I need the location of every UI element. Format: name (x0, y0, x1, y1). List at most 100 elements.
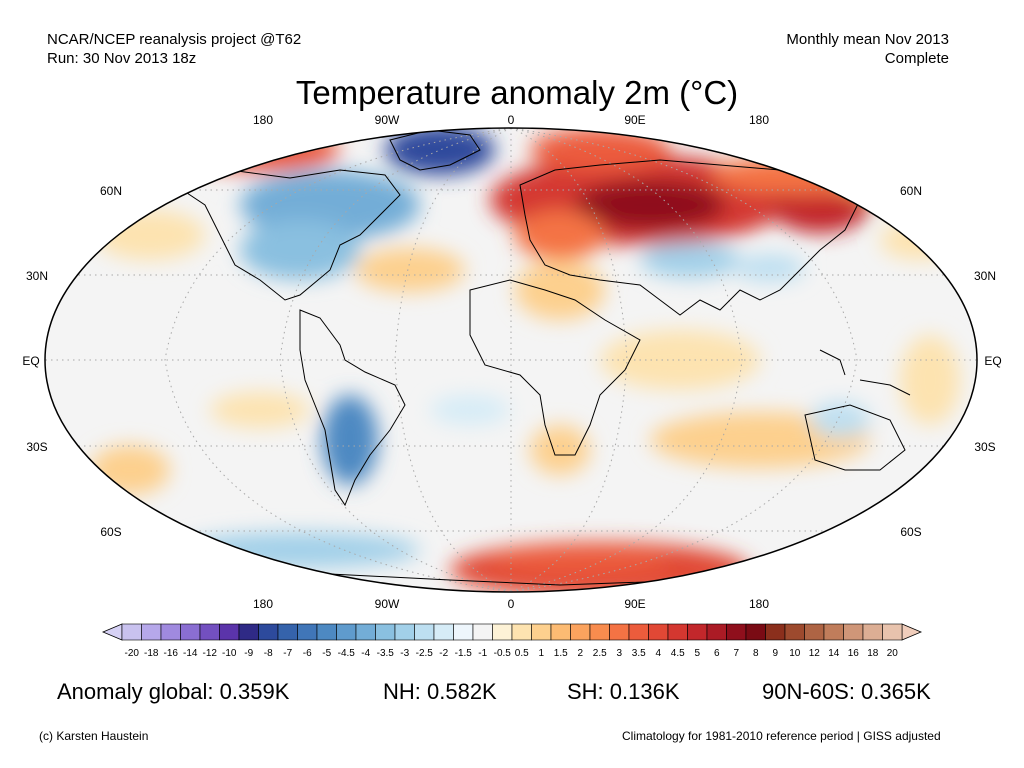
colorbar-swatch (589, 623, 610, 641)
colorbar-ticks: -20 -18 -16 -14 -12 -10 -9 -8 -7 -6 -5 -4.5 -4 -3.5 -3… (125, 648, 899, 659)
colorbar-swatch (862, 623, 883, 641)
lon-top-180e: 180 (749, 113, 769, 127)
period-label: Monthly mean Nov 2013 (786, 31, 949, 48)
colorbar-tick-label: 2 (577, 648, 583, 659)
colorbar-tick-label: 7 (733, 648, 739, 659)
colorbar-swatch (531, 623, 552, 641)
colorbar-tick-label: -8 (264, 648, 273, 659)
colorbar-swatch (609, 623, 630, 641)
colorbar-swatch (570, 623, 591, 641)
colorbar-swatch (550, 623, 571, 641)
colorbar-tick-label: -12 (203, 648, 218, 659)
run-label: Run: 30 Nov 2013 18z (47, 50, 197, 67)
colorbar-right-arrow (901, 623, 923, 641)
stat-global: Anomaly global: 0.359K (57, 679, 290, 704)
colorbar-tick-label: -4.5 (338, 648, 356, 659)
colorbar-tick-label: -18 (144, 648, 159, 659)
colorbar-tick-label: 5 (694, 648, 700, 659)
lat-left-eq: EQ (22, 354, 39, 368)
colorbar-tick-label: -4 (361, 648, 370, 659)
colorbar-swatch (843, 623, 864, 641)
status-label: Complete (884, 50, 949, 67)
header-right: Monthly mean Nov 2013 Complete (786, 30, 949, 68)
colorbar-tick-label: -16 (164, 648, 179, 659)
colorbar-tick-label: -20 (125, 648, 140, 659)
header-left: NCAR/NCEP reanalysis project @T62 Run: 3… (47, 30, 301, 68)
colorbar: -20 -18 -16 -14 -12 -10 -9 -8 -7 -6 -5 -4.5 -4 -3.5 -3… (101, 623, 923, 659)
colorbar-tick-label: -1.5 (455, 648, 473, 659)
lat-left-60s: 60S (100, 525, 121, 539)
colorbar-tick-label: -2 (439, 648, 448, 659)
lon-top-180w: 180 (253, 113, 273, 127)
stat-nh: NH: 0.582K (383, 679, 497, 704)
lon-bottom-0: 0 (508, 597, 515, 611)
colorbar-tick-label: 6 (714, 648, 720, 659)
colorbar-swatch (375, 623, 396, 641)
colorbar-tick-label: 3 (616, 648, 622, 659)
lon-top-90w: 90W (375, 113, 400, 127)
colorbar-swatch (160, 623, 181, 641)
colorbar-tick-label: 4.5 (671, 648, 685, 659)
map-field (45, 128, 977, 592)
globe-outline (44, 127, 978, 593)
colorbar-tick-label: 9 (772, 648, 778, 659)
colorbar-swatch (492, 623, 513, 641)
colorbar-swatch (277, 623, 298, 641)
lat-right-eq: EQ (984, 354, 1001, 368)
colorbar-swatch (784, 623, 805, 641)
lat-left-60n: 60N (100, 184, 122, 198)
colorbar-tick-label: -0.5 (494, 648, 512, 659)
stat-arctic: 90N-60S: 0.365K (762, 679, 931, 704)
lon-bottom-90e: 90E (624, 597, 645, 611)
colorbar-tick-label: 4 (655, 648, 661, 659)
colorbar-swatch (706, 623, 727, 641)
colorbar-swatch (472, 623, 493, 641)
colorbar-tick-label: 1.5 (554, 648, 568, 659)
colorbar-swatch (667, 623, 688, 641)
colorbar-tick-label: -6 (303, 648, 312, 659)
lon-top-90e: 90E (624, 113, 645, 127)
colorbar-tick-label: -10 (222, 648, 237, 659)
colorbar-tick-label: -2.5 (416, 648, 434, 659)
lat-right-60n: 60N (900, 184, 922, 198)
colorbar-tick-label: 8 (753, 648, 759, 659)
colorbar-swatch (316, 623, 337, 641)
model-label: NCAR/NCEP reanalysis project @T62 (47, 31, 302, 48)
colorbar-swatch (219, 623, 240, 641)
colorbar-swatch (121, 623, 142, 641)
colorbar-swatch (433, 623, 454, 641)
colorbar-swatch (882, 623, 903, 641)
colorbar-tick-label: -9 (244, 648, 253, 659)
colorbar-swatch (823, 623, 844, 641)
colorbar-swatch (238, 623, 259, 641)
colorbar-tick-label: 12 (809, 648, 821, 659)
colorbar-left-arrow (101, 623, 123, 641)
colorbar-swatch (745, 623, 766, 641)
lat-left-30s: 30S (26, 440, 47, 454)
colorbar-tick-label: -7 (283, 648, 292, 659)
colorbar-tick-label: 10 (789, 648, 801, 659)
lon-bottom-180e: 180 (749, 597, 769, 611)
colorbar-swatch (511, 623, 532, 641)
colorbar-tick-label: 3.5 (632, 648, 646, 659)
lat-left-30n: 30N (26, 269, 48, 283)
lat-right-60s: 60S (900, 525, 921, 539)
colorbar-swatch (804, 623, 825, 641)
anomaly-blobs (90, 128, 960, 592)
colorbar-tick-label: -3 (400, 648, 409, 659)
colorbar-tick-label: 20 (887, 648, 899, 659)
colorbar-swatch (180, 623, 201, 641)
lat-right-30n: 30N (974, 269, 996, 283)
lon-bottom-90w: 90W (375, 597, 400, 611)
lon-bottom-180w: 180 (253, 597, 273, 611)
colorbar-swatch (394, 623, 415, 641)
colorbar-tick-label: 14 (828, 648, 840, 659)
colorbar-tick-label: -14 (183, 648, 198, 659)
colorbar-tick-label: 18 (867, 648, 879, 659)
colorbar-tick-label: -1 (478, 648, 487, 659)
lat-right-30s: 30S (974, 440, 995, 454)
copyright: (c) Karsten Haustein (39, 729, 149, 743)
longitude-labels: 180 90W 0 90E 180 180 90W 0 90E 180 (253, 113, 769, 611)
climatology-note: Climatology for 1981-2010 reference peri… (622, 729, 941, 743)
